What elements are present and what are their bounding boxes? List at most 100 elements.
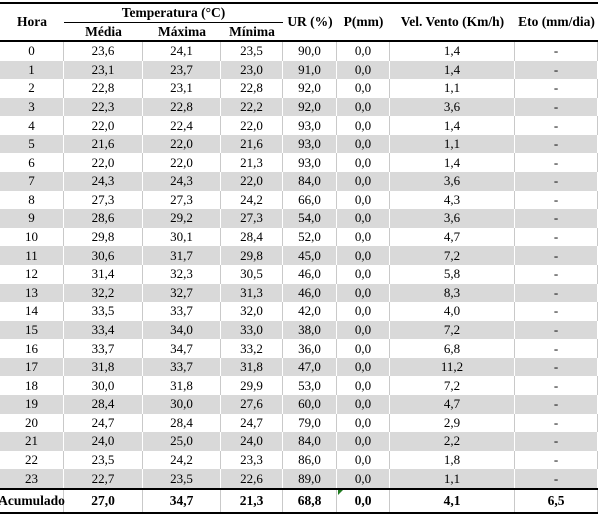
table-cell: 11,2 [390,357,515,377]
table-cell: 0,0 [337,153,390,173]
table-cell: 52,0 [283,227,337,247]
table-cell: 84,0 [283,172,337,191]
table-row: 14 33,5 33,7 32,0 42,0 0,0 4,0- [0,302,598,321]
table-cell: 1,8 [390,450,515,470]
table-cell: 90,0 [283,42,337,61]
table-cell: - [515,469,598,488]
footer-cell-media: 27,0 [64,489,143,512]
table-cell: 31,8 [221,357,283,377]
table-cell: 27,3 [64,190,143,210]
table-cell: 23,0 [221,60,283,80]
table-cell: 0 [0,42,64,61]
table-cell: 4,7 [390,227,515,247]
table-row: 3 22,3 22,8 22,2 92,0 0,0 3,6- [0,97,598,117]
table-cell: 0,0 [337,209,390,228]
table-cell: 9 [0,209,64,228]
table-cell: 4,3 [390,190,515,210]
table-cell: 11 [0,246,64,265]
table-cell: - [515,246,598,265]
header-maxima: Máxima [158,23,206,39]
table-cell: 3 [0,97,64,117]
table-cell: 23,5 [64,450,143,470]
table-row: 16 33,7 34,7 33,2 36,0 0,0 6,8- [0,339,598,358]
table-cell: 60,0 [283,394,337,414]
table-cell: 6,8 [390,339,515,358]
header-temperatura-label: Temperatura (°C) [64,4,283,23]
table-footer-row: Acumulado 27,0 34,7 21,3 68,8 0,0 4,1 6,… [0,487,598,514]
table-cell: 22,8 [221,79,283,98]
table-cell: 92,0 [283,97,337,117]
table-row: 11 30,6 31,7 29,8 45,0 0,0 7,2- [0,246,598,265]
header-media: Média [85,23,122,39]
table-cell: 13 [0,283,64,303]
table-cell: - [515,450,598,470]
table-cell: 93,0 [283,116,337,135]
table-cell: 21,6 [221,134,283,154]
table-cell: 33,7 [143,302,221,321]
table-cell: 1,4 [390,60,515,80]
table-cell: 22,0 [143,134,221,154]
table-cell: 0,0 [337,60,390,80]
table-cell: 0,0 [337,450,390,470]
table-cell: 24,0 [221,432,283,451]
table-cell: - [515,264,598,284]
table-cell: 32,3 [143,264,221,284]
table-row: 2 22,8 23,1 22,8 92,0 0,0 1,1- [0,79,598,98]
table-cell: 22,7 [64,469,143,488]
table-cell: - [515,413,598,433]
table-cell: - [515,79,598,98]
header-ur: UR (%) [287,14,333,29]
table-cell: - [515,320,598,340]
table-cell: 0,0 [337,116,390,135]
table-cell: 0,0 [337,320,390,340]
table-cell: 0,0 [337,302,390,321]
table-cell: 1 [0,60,64,80]
table-cell: 1,4 [390,42,515,61]
header-temperatura-subrow: Média Máxima Mínima [64,23,283,40]
table-cell: 27,3 [143,190,221,210]
table-cell: 89,0 [283,469,337,488]
table-cell: - [515,283,598,303]
table-cell: 0,0 [337,339,390,358]
header-p: P(mm) [343,14,384,29]
header-vel-vento: Vel. Vento (Km/h) [400,14,505,29]
table-cell: 24,7 [221,413,283,433]
table-row: 1 23,1 23,7 23,0 91,0 0,0 1,4- [0,60,598,80]
table-cell: 45,0 [283,246,337,265]
table-cell: - [515,357,598,377]
table-cell: 0,0 [337,190,390,210]
table-cell: 8,3 [390,283,515,303]
table-cell: 93,0 [283,134,337,154]
table-cell: 29,9 [221,376,283,395]
table-cell: 29,8 [221,246,283,265]
table-cell: 29,2 [143,209,221,228]
table-cell: - [515,227,598,247]
table-cell: 30,0 [64,376,143,395]
table-cell: 92,0 [283,79,337,98]
table-cell: 3,6 [390,172,515,191]
table-cell: 16 [0,339,64,358]
table-cell: - [515,60,598,80]
table-cell: 22,8 [64,79,143,98]
table-cell: 24,0 [64,432,143,451]
table-cell: 33,7 [143,357,221,377]
table-row: 7 24,3 24,3 22,0 84,0 0,0 3,6- [0,172,598,191]
table-cell: 5,8 [390,264,515,284]
table-cell: - [515,394,598,414]
table-cell: 0,0 [337,394,390,414]
table-cell: 2,9 [390,413,515,433]
table-cell: 0,0 [337,376,390,395]
table-cell: 7,2 [390,376,515,395]
footer-cell-ur: 68,8 [283,489,337,512]
table-cell: 6 [0,153,64,173]
table-cell: - [515,190,598,210]
table-cell: 24,2 [143,450,221,470]
table-row: 22 23,5 24,2 23,3 86,0 0,0 1,8- [0,450,598,470]
table-cell: 22,4 [143,116,221,135]
table-cell: 86,0 [283,450,337,470]
table-cell: 7,2 [390,246,515,265]
table-cell: 28,6 [64,209,143,228]
table-cell: 0,0 [337,469,390,488]
table-body: 0 23,6 24,1 23,5 90,0 0,0 1,4-1 23,1 23,7 23,0 91,… [0,42,598,488]
